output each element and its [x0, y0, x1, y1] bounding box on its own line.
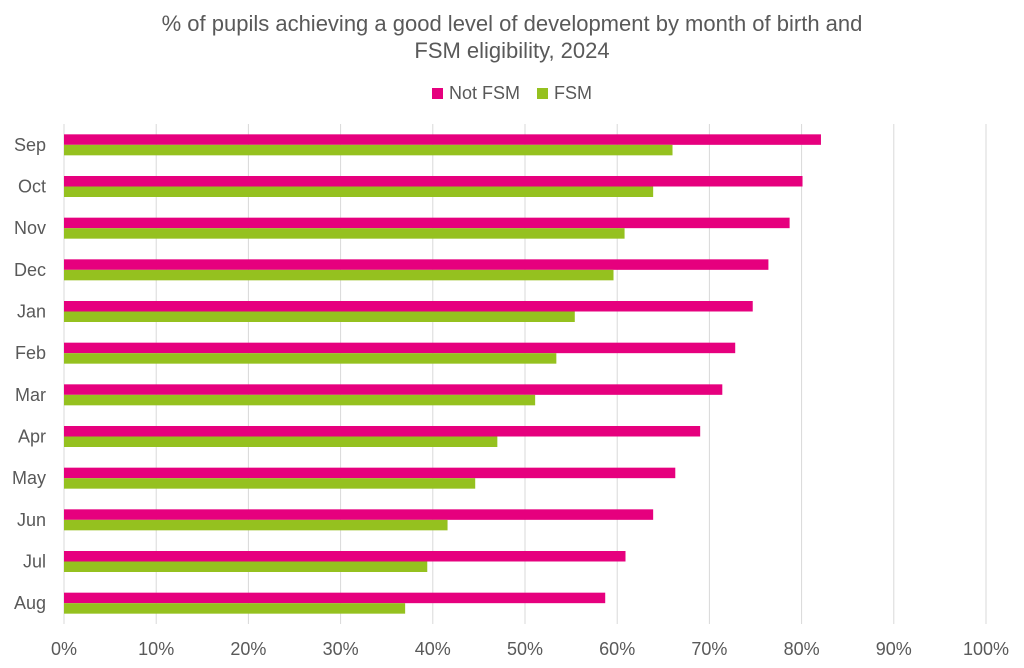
- legend-swatch-fsm: [537, 88, 549, 99]
- bar-fsm: [64, 228, 625, 239]
- bar-fsm: [64, 311, 575, 322]
- x-tick-label: 50%: [507, 639, 543, 659]
- y-tick-label: Mar: [15, 385, 46, 405]
- chart-title-line-2: FSM eligibility, 2024: [414, 38, 610, 63]
- x-tick-label: 0%: [51, 639, 77, 659]
- y-tick-label: Jul: [23, 552, 46, 572]
- x-tick-label: 70%: [691, 639, 727, 659]
- bar-fsm: [64, 394, 536, 406]
- bar-not-fsm: [64, 134, 821, 145]
- bar-not-fsm: [64, 217, 790, 229]
- y-tick-label: Jan: [17, 302, 46, 322]
- chart-title-line-1: % of pupils achieving a good level of de…: [161, 11, 863, 36]
- x-tick-label: 80%: [784, 639, 820, 659]
- bar-not-fsm: [64, 426, 701, 437]
- bar-not-fsm: [64, 551, 626, 562]
- bar-fsm: [64, 144, 673, 156]
- bar-not-fsm: [64, 342, 736, 354]
- bar-fsm: [64, 561, 428, 572]
- bar-fsm: [64, 478, 476, 489]
- x-tick-label: 60%: [599, 639, 635, 659]
- legend-swatch-not-fsm: [431, 88, 443, 99]
- legend-label-fsm: FSM: [554, 83, 593, 103]
- bar-fsm: [64, 186, 654, 197]
- y-tick-label: Feb: [15, 343, 46, 363]
- legend-item-fsm: FSM: [537, 83, 592, 104]
- x-tick-label: 40%: [415, 639, 451, 659]
- x-tick-label: 10%: [138, 639, 174, 659]
- bar-fsm: [64, 269, 614, 281]
- y-tick-label: May: [12, 468, 46, 488]
- x-tick-label: 30%: [323, 639, 359, 659]
- bar-not-fsm: [64, 259, 769, 270]
- bar-not-fsm: [64, 384, 723, 395]
- bar-not-fsm: [64, 509, 654, 520]
- bar-not-fsm: [64, 592, 606, 604]
- y-tick-label: Aug: [14, 593, 46, 613]
- bar-fsm: [64, 603, 406, 614]
- y-tick-label: Jun: [17, 510, 46, 530]
- bar-fsm: [64, 519, 448, 531]
- legend-label-not-fsm: Not FSM: [448, 83, 520, 103]
- y-tick-label: Nov: [14, 218, 46, 238]
- y-tick-label: Apr: [18, 427, 46, 447]
- x-tick-label: 20%: [230, 639, 266, 659]
- chart-title: % of pupils achieving a good level of de…: [0, 10, 1024, 64]
- bar-not-fsm: [64, 467, 676, 479]
- legend: Not FSM FSM: [0, 83, 1024, 104]
- y-tick-label: Dec: [14, 260, 46, 280]
- x-tick-label: 100%: [963, 639, 1009, 659]
- bar-not-fsm: [64, 176, 803, 187]
- bar-fsm: [64, 353, 557, 364]
- x-tick-label: 90%: [876, 639, 912, 659]
- bar-fsm: [64, 436, 498, 447]
- y-tick-label: Oct: [18, 177, 46, 197]
- bar-not-fsm: [64, 301, 753, 312]
- y-tick-label: Sep: [14, 135, 46, 155]
- legend-item-not-fsm: Not FSM: [431, 83, 520, 104]
